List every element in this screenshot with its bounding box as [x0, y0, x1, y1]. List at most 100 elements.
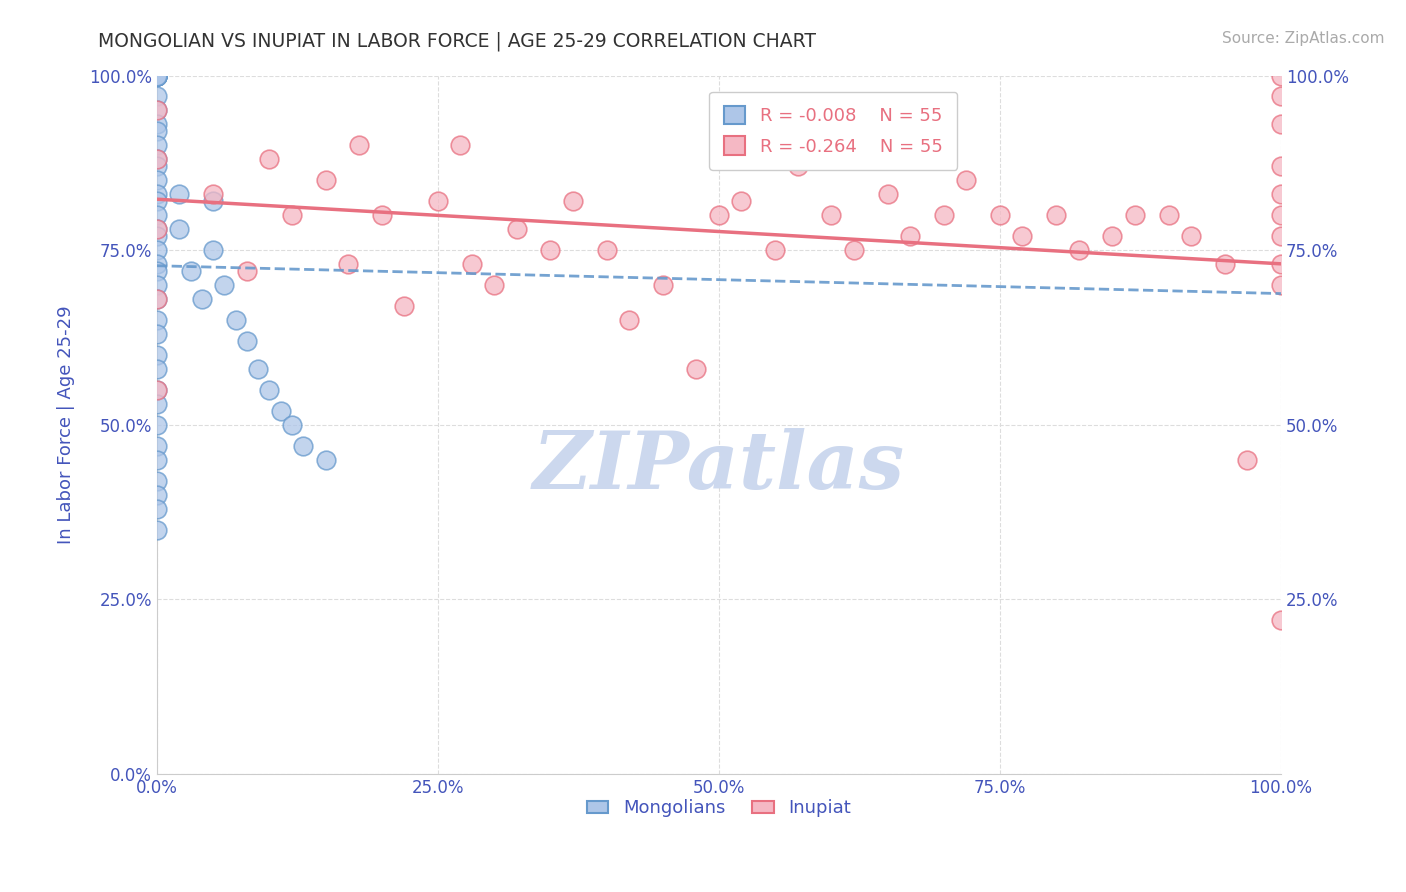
- Point: [1270, 614, 1292, 628]
- Point: [146, 69, 169, 83]
- Point: [315, 173, 337, 187]
- Point: [146, 222, 169, 236]
- Point: [270, 404, 292, 418]
- Point: [146, 264, 169, 278]
- Point: [1067, 243, 1090, 257]
- Text: MONGOLIAN VS INUPIAT IN LABOR FORCE | AGE 25-29 CORRELATION CHART: MONGOLIAN VS INUPIAT IN LABOR FORCE | AG…: [98, 31, 817, 51]
- Point: [146, 153, 169, 167]
- Point: [236, 264, 259, 278]
- Point: [146, 124, 169, 138]
- Point: [786, 159, 808, 173]
- Point: [763, 243, 786, 257]
- Point: [146, 69, 169, 83]
- Point: [146, 292, 169, 306]
- Point: [146, 208, 169, 222]
- Point: [315, 452, 337, 467]
- Point: [820, 208, 842, 222]
- Point: [1270, 69, 1292, 83]
- Point: [146, 222, 169, 236]
- Point: [337, 257, 360, 271]
- Point: [460, 257, 482, 271]
- Point: [146, 138, 169, 153]
- Point: [169, 222, 191, 236]
- Point: [146, 69, 169, 83]
- Point: [146, 117, 169, 131]
- Point: [842, 243, 865, 257]
- Point: [281, 208, 304, 222]
- Point: [146, 69, 169, 83]
- Point: [146, 69, 169, 83]
- Point: [146, 89, 169, 103]
- Point: [426, 194, 449, 209]
- Point: [146, 452, 169, 467]
- Point: [225, 313, 247, 327]
- Point: [1101, 229, 1123, 244]
- Point: [281, 417, 304, 432]
- Point: [146, 243, 169, 257]
- Point: [169, 187, 191, 202]
- Point: [730, 194, 752, 209]
- Point: [247, 362, 270, 376]
- Point: [146, 383, 169, 397]
- Point: [449, 138, 471, 153]
- Point: [259, 153, 281, 167]
- Point: [1270, 208, 1292, 222]
- Point: [482, 278, 505, 293]
- Point: [955, 173, 977, 187]
- Point: [1270, 229, 1292, 244]
- Point: [146, 187, 169, 202]
- Point: [146, 103, 169, 118]
- Legend: Mongolians, Inupiat: Mongolians, Inupiat: [579, 792, 859, 824]
- Point: [191, 292, 214, 306]
- Point: [595, 243, 617, 257]
- Point: [146, 173, 169, 187]
- Point: [349, 138, 371, 153]
- Point: [1157, 208, 1180, 222]
- Point: [617, 313, 640, 327]
- Point: [146, 439, 169, 453]
- Point: [146, 523, 169, 537]
- Point: [651, 278, 673, 293]
- Point: [146, 313, 169, 327]
- Point: [236, 334, 259, 348]
- Point: [146, 488, 169, 502]
- Point: [1236, 452, 1258, 467]
- Point: [146, 159, 169, 173]
- Point: [1270, 257, 1292, 271]
- Point: [146, 417, 169, 432]
- Point: [685, 362, 707, 376]
- Point: [146, 292, 169, 306]
- Point: [146, 69, 169, 83]
- Point: [392, 299, 415, 313]
- Point: [898, 229, 921, 244]
- Point: [1270, 159, 1292, 173]
- Point: [988, 208, 1011, 222]
- Point: [1270, 187, 1292, 202]
- Point: [1011, 229, 1033, 244]
- Point: [1270, 117, 1292, 131]
- Point: [146, 474, 169, 488]
- Point: [146, 153, 169, 167]
- Point: [371, 208, 394, 222]
- Point: [1045, 208, 1067, 222]
- Point: [146, 326, 169, 341]
- Point: [259, 383, 281, 397]
- Text: Source: ZipAtlas.com: Source: ZipAtlas.com: [1222, 31, 1385, 46]
- Point: [146, 69, 169, 83]
- Point: [1270, 278, 1292, 293]
- Point: [1180, 229, 1202, 244]
- Point: [202, 187, 225, 202]
- Point: [146, 348, 169, 362]
- Text: ZIPatlas: ZIPatlas: [533, 428, 905, 506]
- Point: [214, 278, 236, 293]
- Point: [1123, 208, 1146, 222]
- Point: [146, 397, 169, 411]
- Point: [180, 264, 202, 278]
- Point: [932, 208, 955, 222]
- Point: [146, 229, 169, 244]
- Point: [146, 501, 169, 516]
- Point: [146, 383, 169, 397]
- Point: [1213, 257, 1236, 271]
- Point: [292, 439, 315, 453]
- Point: [146, 69, 169, 83]
